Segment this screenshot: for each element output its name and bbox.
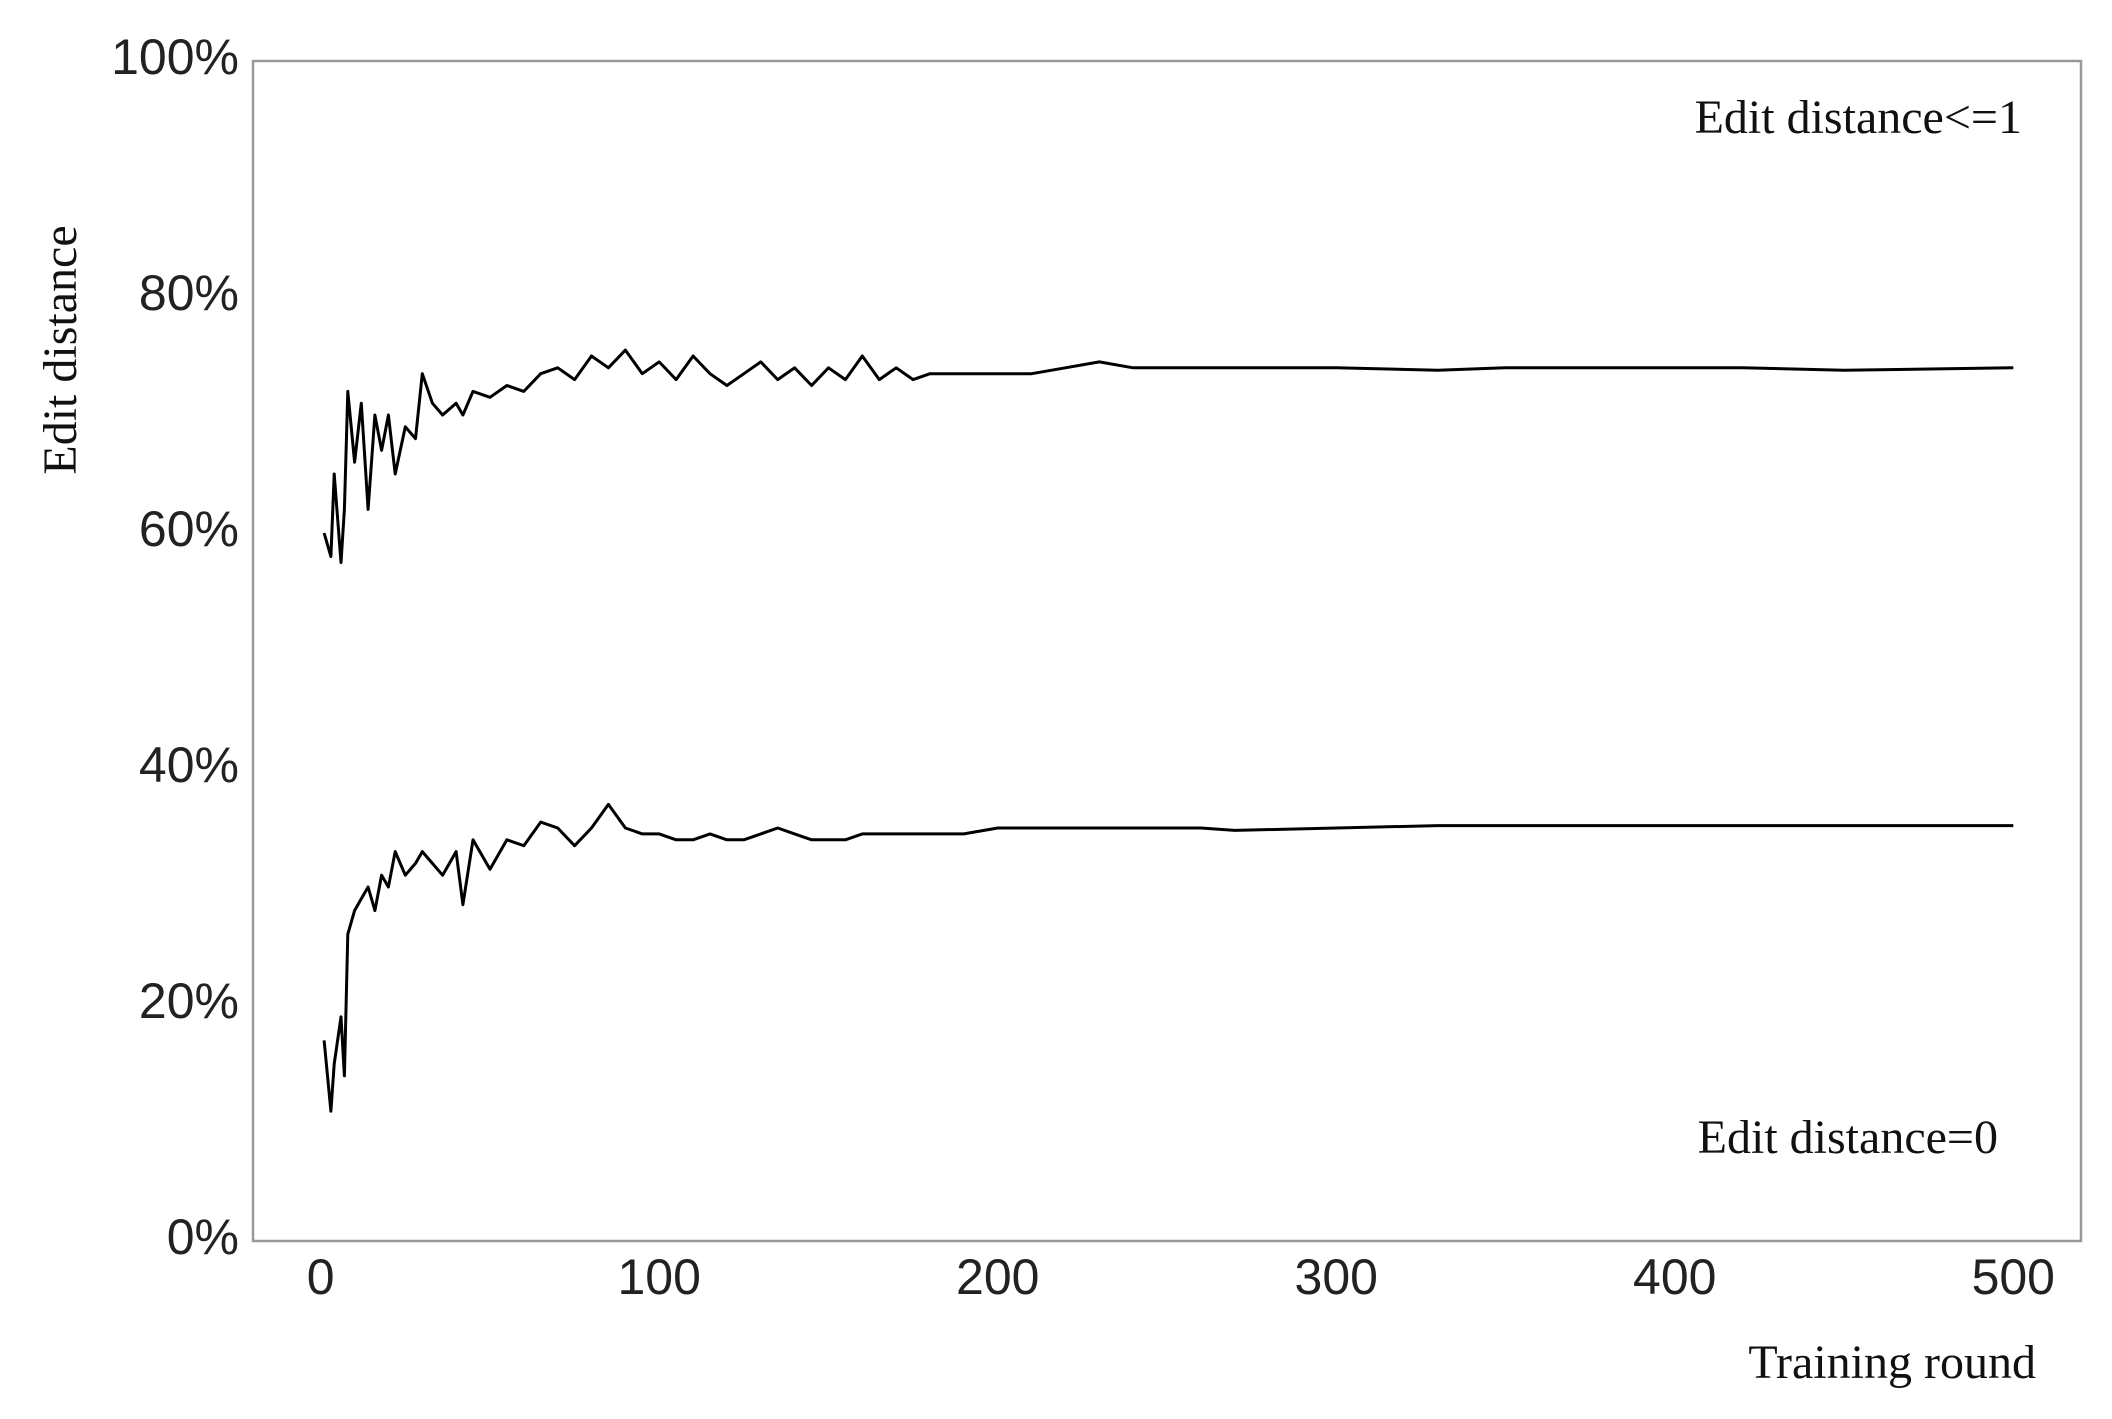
x-tick-label: 200 — [956, 1249, 1039, 1305]
y-tick-label: 20% — [139, 973, 239, 1029]
y-tick-label: 80% — [139, 265, 239, 321]
annotation: Edit distance<=1 — [1695, 91, 2022, 144]
x-tick-label: 400 — [1633, 1249, 1716, 1305]
y-tick-label: 40% — [139, 737, 239, 793]
y-tick-label: 100% — [111, 29, 239, 85]
x-axis-label: Training round — [1748, 1336, 2036, 1389]
x-tick-label: 300 — [1295, 1249, 1378, 1305]
y-tick-label: 60% — [139, 501, 239, 557]
x-tick-label: 0 — [307, 1249, 335, 1305]
series-line — [322, 802, 2014, 1113]
y-axis-label: Edit distance — [34, 225, 87, 474]
x-tick-label: 100 — [618, 1249, 701, 1305]
annotation: Edit distance=0 — [1698, 1111, 1998, 1164]
y-tick-label: 0% — [167, 1209, 239, 1265]
plot-frame — [251, 59, 2083, 1243]
x-tick-label: 500 — [1972, 1249, 2055, 1305]
series-line — [322, 348, 2014, 564]
